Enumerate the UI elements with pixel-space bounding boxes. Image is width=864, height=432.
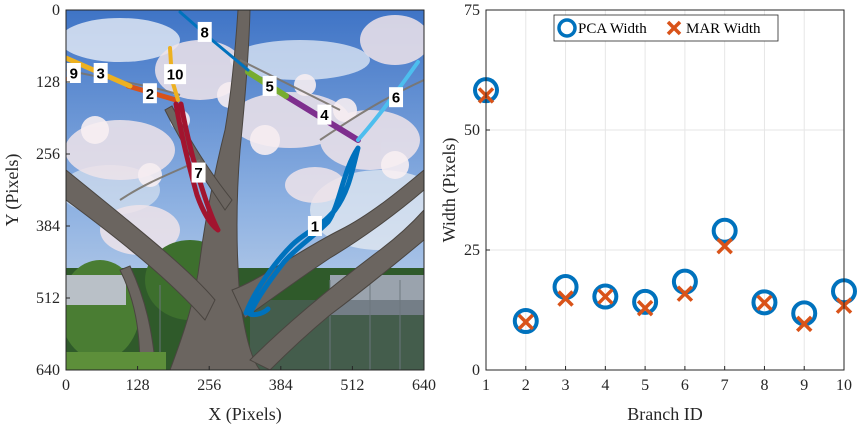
pca-width-point (632, 288, 659, 315)
branch-label-box-8 (197, 21, 212, 42)
mar-width-point (716, 237, 733, 255)
scatter-x-tick-label: 6 (681, 377, 689, 394)
pca-width-point (751, 289, 778, 316)
image-x-tick-label: 128 (126, 377, 150, 394)
scatter-x-tick-label: 4 (601, 377, 609, 394)
branch-path-8 (178, 10, 250, 72)
mar-width-point (517, 313, 535, 331)
branch-label-box-7 (191, 162, 206, 183)
scatter-x-tick-label: 3 (562, 377, 570, 394)
image-x-tick-label: 256 (197, 377, 221, 394)
scatter-y-tick-label: 50 (464, 122, 480, 139)
pca-width-point (512, 308, 539, 335)
image-y-tick-label: 0 (52, 2, 60, 19)
pca-width-point (711, 217, 738, 244)
width-scatter-panel: 1 2 3 4 5 6 7 8 9 10 0 25 50 75 Branch ID Width (Pixe… (439, 2, 857, 424)
mar-width-point (597, 288, 614, 305)
branch-label-5: 5 (265, 78, 273, 95)
legend-mar-label: MAR Width (686, 21, 761, 37)
branch-label-box-10 (164, 64, 187, 85)
scatter-x-axis-label: Branch ID (627, 404, 702, 424)
scatter-x-tick-label: 7 (721, 377, 729, 394)
image-y-axis-label: Y (Pixels) (2, 154, 23, 227)
branch-label-box-2 (142, 83, 157, 104)
branch-label-4: 4 (320, 107, 329, 124)
legend-box (553, 14, 779, 42)
scatter-axes-box (485, 9, 845, 371)
scatter-x-tick-label: 2 (522, 377, 530, 394)
mar-width-point (756, 294, 773, 312)
branch-path-1 (243, 145, 361, 318)
branch-label-box-5 (262, 75, 277, 96)
mar-width-point (636, 299, 654, 317)
image-x-tick-label: 640 (412, 377, 436, 394)
mar-width-point (557, 290, 574, 307)
mar-width-point (795, 315, 813, 333)
image-y-tick-label: 512 (36, 290, 60, 307)
image-x-tick-label: 0 (62, 377, 70, 394)
branch-label-9: 9 (70, 66, 78, 83)
pca-width-point (592, 283, 619, 310)
scatter-x-tick-label: 8 (760, 377, 768, 394)
scatter-y-tick-label: 75 (464, 2, 480, 19)
scatter-x-tick-label: 9 (800, 377, 808, 394)
legend-pca-circle-icon (557, 18, 577, 38)
scatter-x-tick-label: 10 (836, 377, 852, 394)
legend-pca-label: PCA Width (578, 21, 647, 37)
scatter-x-tick-label: 5 (641, 377, 649, 394)
scatter-marks (473, 77, 857, 335)
image-axes-box (65, 9, 425, 371)
image-x-tick-label: 384 (269, 377, 293, 394)
scatter-y-tick-label: 25 (464, 242, 480, 259)
branch-label-1: 1 (311, 219, 319, 236)
branch-label-box-1 (307, 216, 322, 236)
image-x-axis-label: X (Pixels) (208, 404, 282, 425)
branch-label-box-3 (93, 63, 108, 83)
branch-label-7: 7 (194, 165, 202, 182)
image-y-tick-label: 640 (36, 362, 60, 379)
scatter-y-tick-label: 0 (472, 362, 480, 379)
image-y-tick-label: 128 (36, 74, 60, 91)
branch-label-6: 6 (392, 90, 400, 107)
image-x-tick-label: 512 (340, 377, 364, 394)
scatter-y-axis-label: Width (Pixels) (439, 138, 460, 243)
branch-label-box-6 (389, 87, 404, 108)
branch-path-6 (356, 60, 420, 142)
branch-label-3: 3 (97, 66, 105, 83)
scatter-x-tick-label: 1 (482, 377, 490, 394)
branch-path-7 (173, 101, 221, 233)
branch-label-box-9 (66, 63, 81, 83)
scatter-plot-area (486, 10, 844, 370)
scatter-axis-ticks: 1 2 3 4 5 6 7 8 9 10 0 25 50 75 (464, 2, 852, 394)
image-y-tick-label: 256 (36, 146, 60, 163)
legend: PCA Width MAR Width (553, 14, 779, 42)
branch-label-box-4 (317, 104, 332, 125)
mar-width-point (676, 285, 694, 302)
branch-label-2: 2 (146, 86, 154, 103)
branch-labels: 1 2 3 4 5 6 7 8 9 10 (66, 21, 404, 236)
branch-label-10: 10 (167, 67, 184, 84)
branch-label-8: 8 (201, 24, 209, 41)
image-y-tick-label: 384 (36, 218, 60, 235)
legend-mar-x-icon (666, 20, 682, 36)
